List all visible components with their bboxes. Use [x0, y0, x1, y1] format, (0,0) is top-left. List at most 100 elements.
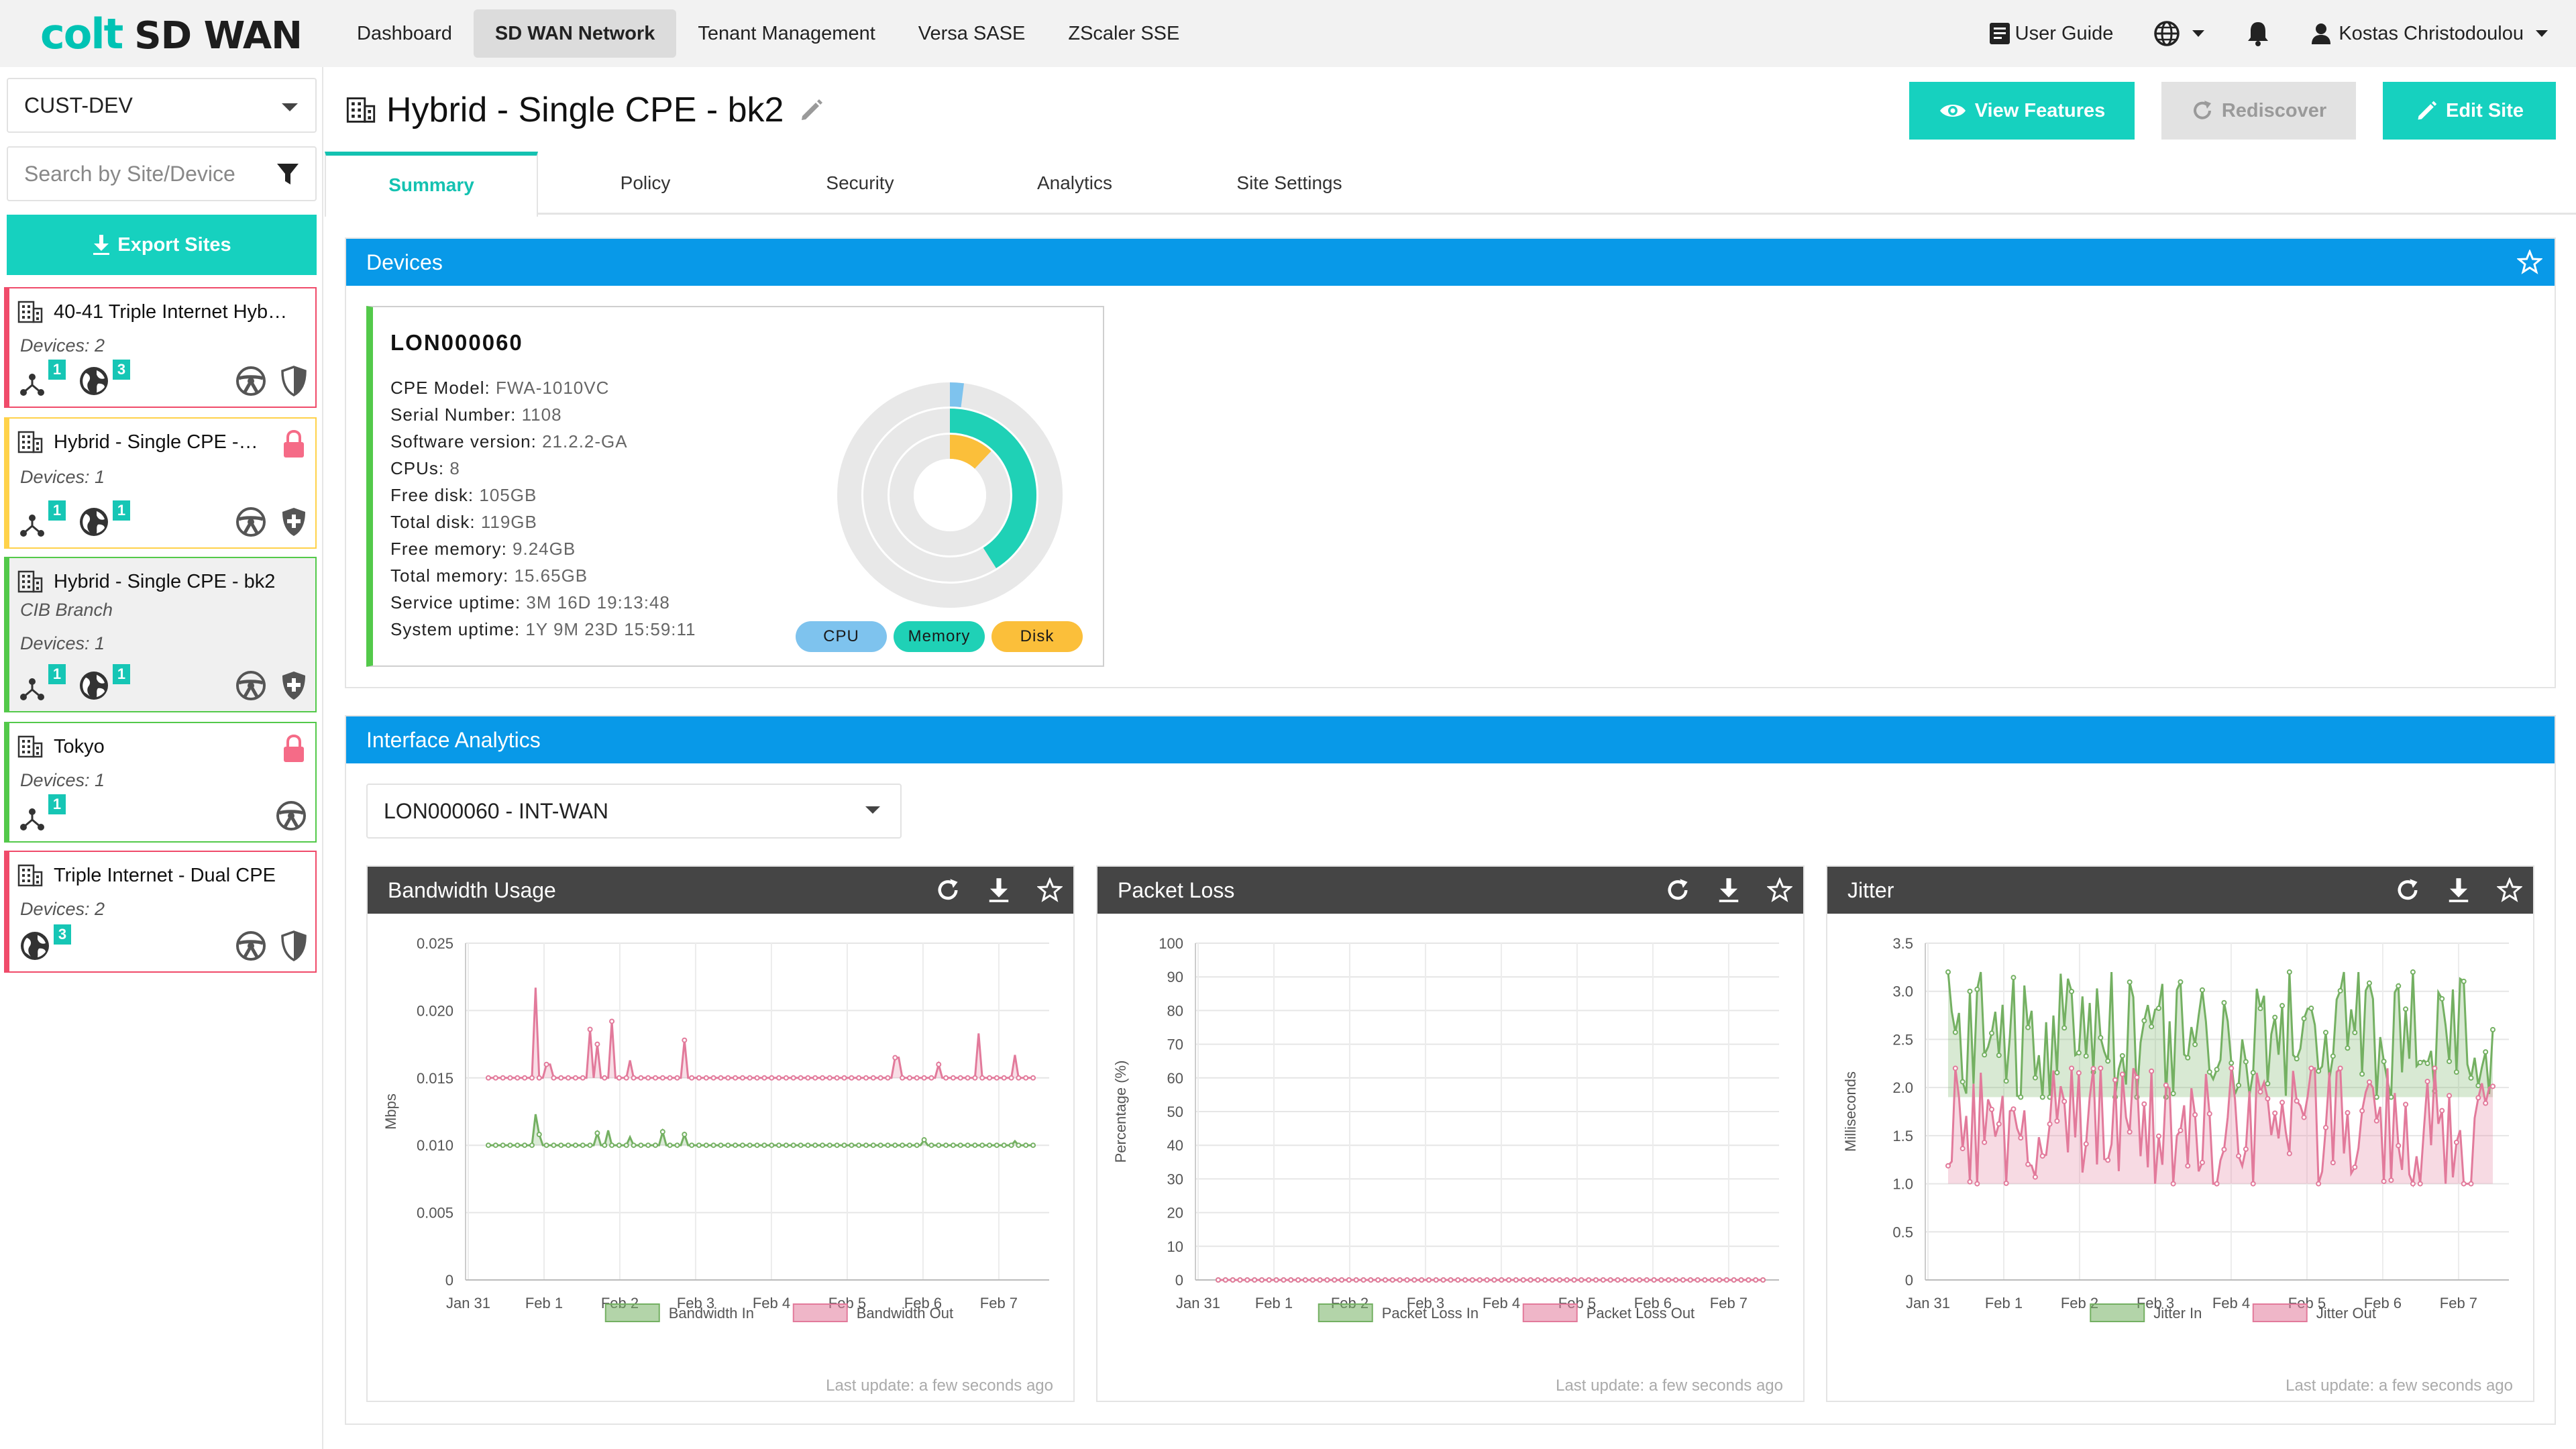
data-point	[703, 1075, 709, 1081]
site-card-selected[interactable]: Hybrid - Single CPE - bk2 CIB Branch Dev…	[4, 557, 317, 712]
data-point	[1309, 1277, 1316, 1283]
data-point	[653, 1075, 659, 1081]
y-tick-label: 2.0	[1892, 1079, 1913, 1096]
data-point	[1673, 1277, 1679, 1283]
tab-analytics[interactable]: Analytics	[1036, 172, 1113, 193]
star-icon[interactable]	[1037, 877, 1063, 903]
series-line	[1947, 971, 2494, 1099]
data-point	[2163, 1082, 2169, 1088]
export-sites-button[interactable]: Export Sites	[7, 215, 317, 275]
user-guide-link[interactable]: User Guide	[1988, 21, 2114, 46]
site-card[interactable]: Triple Internet - Dual CPE Devices: 2 3	[4, 851, 317, 973]
y-tick-label: 1.5	[1892, 1128, 1913, 1144]
series-area	[488, 1114, 1033, 1146]
legend-cpu[interactable]: CPU	[796, 621, 887, 652]
tab-summary[interactable]: Summary	[325, 152, 538, 217]
building-icon	[17, 431, 43, 453]
site-card[interactable]: Tokyo Devices: 1 1	[4, 722, 317, 843]
data-point	[1001, 1142, 1007, 1148]
site-name: Hybrid - Single CPE -…	[54, 431, 258, 453]
edit-site-button[interactable]: Edit Site	[2383, 82, 2556, 140]
data-point	[769, 1075, 775, 1081]
download-icon[interactable]	[2447, 877, 2470, 903]
data-point	[1629, 1277, 1635, 1283]
data-point	[928, 1075, 934, 1081]
data-point	[2330, 1160, 2336, 1166]
data-point	[2185, 1055, 2191, 1061]
data-point	[1016, 1142, 1022, 1148]
nav-sd-wan-network[interactable]: SD WAN Network	[473, 9, 677, 58]
data-point	[2316, 1181, 2322, 1187]
data-point	[2149, 1068, 2155, 1074]
data-point	[1644, 1277, 1650, 1283]
download-icon[interactable]	[987, 877, 1010, 903]
data-point	[2359, 1108, 2365, 1114]
legend-disk[interactable]: Disk	[991, 621, 1083, 652]
data-point	[594, 1041, 600, 1047]
nav-versa-sase[interactable]: Versa SASE	[918, 23, 1026, 44]
user-guide-label: User Guide	[2015, 22, 2114, 44]
legend-label: Packet Loss Out	[1587, 1305, 1695, 1322]
data-point	[950, 1142, 956, 1148]
interface-select[interactable]: LON000060 - INT-WAN	[366, 784, 902, 839]
site-card[interactable]: Hybrid - Single CPE -… Devices: 1 1 1	[4, 417, 317, 549]
data-point	[2010, 975, 2017, 981]
data-point	[1404, 1277, 1410, 1283]
data-point	[2301, 1114, 2307, 1120]
star-icon[interactable]	[2517, 250, 2542, 275]
lock-icon	[284, 429, 304, 458]
last-update: Last update: a few seconds ago	[826, 1377, 1053, 1395]
site-name: Triple Internet - Dual CPE	[54, 864, 276, 886]
book-icon	[1989, 23, 2010, 44]
legend-memory[interactable]: Memory	[894, 621, 985, 652]
notifications-button[interactable]	[2246, 20, 2270, 47]
data-point	[1988, 1106, 1994, 1112]
y-tick-label: 0.015	[417, 1070, 453, 1087]
data-point	[870, 1142, 876, 1148]
data-point	[1651, 1277, 1657, 1283]
data-point	[2352, 1164, 2358, 1170]
customer-value: CUST-DEV	[24, 93, 133, 117]
data-point	[696, 1142, 702, 1148]
star-icon[interactable]	[2497, 877, 2522, 903]
series-line	[1947, 1065, 2493, 1188]
data-point	[2272, 1110, 2278, 1116]
refresh-icon[interactable]	[1665, 877, 1690, 903]
nav-dashboard[interactable]: Dashboard	[357, 23, 452, 44]
device-field-label: Service uptime:	[390, 592, 527, 612]
refresh-icon[interactable]	[2395, 877, 2420, 903]
rediscover-button[interactable]: Rediscover	[2161, 82, 2356, 140]
data-point	[841, 1142, 847, 1148]
devices-panel-header: Devices	[346, 239, 2555, 286]
customer-select[interactable]: CUST-DEV	[7, 78, 317, 133]
user-menu[interactable]: Kostas Christodoulou	[2310, 22, 2549, 45]
data-point	[921, 1075, 927, 1081]
view-features-button[interactable]: View Features	[1909, 82, 2135, 140]
star-icon[interactable]	[1767, 877, 1792, 903]
site-search-input[interactable]	[8, 148, 263, 200]
tab-site-settings[interactable]: Site Settings	[1236, 172, 1342, 193]
download-icon[interactable]	[1717, 877, 1740, 903]
data-point	[653, 1142, 659, 1148]
device-field: System uptime: 1Y 9M 23D 15:59:11	[390, 616, 696, 643]
data-point	[2076, 1070, 2082, 1076]
data-point	[1988, 1030, 1994, 1036]
refresh-icon[interactable]	[935, 877, 961, 903]
data-point	[667, 1142, 673, 1148]
x-tick-label: Feb 4	[753, 1295, 790, 1311]
pencil-icon[interactable]	[798, 97, 824, 123]
data-point	[558, 1142, 564, 1148]
nav-tenant-management[interactable]: Tenant Management	[698, 23, 875, 44]
data-point	[826, 1075, 833, 1081]
device-card[interactable]: LON000060 CPE Model: FWA-1010VC Serial Nu…	[366, 306, 1104, 667]
tab-security[interactable]: Security	[826, 172, 894, 193]
jitter-chart-card: Jitter 0 0.5 1.0 1.5 2.0 2.5 3.0 3.5 Jan 31 Feb 1…	[1826, 865, 2534, 1402]
network-icon	[20, 808, 44, 830]
site-card[interactable]: 40-41 Triple Internet Hyb… Devices: 2 1 …	[4, 287, 317, 408]
data-point	[2221, 1146, 2227, 1152]
filter-icon[interactable]	[276, 162, 299, 186]
nav-zscaler-sse[interactable]: ZScaler SSE	[1068, 23, 1180, 44]
language-menu[interactable]	[2153, 20, 2206, 47]
tab-policy[interactable]: Policy	[620, 172, 671, 193]
brand-logo[interactable]: colt SD WAN	[40, 9, 303, 58]
